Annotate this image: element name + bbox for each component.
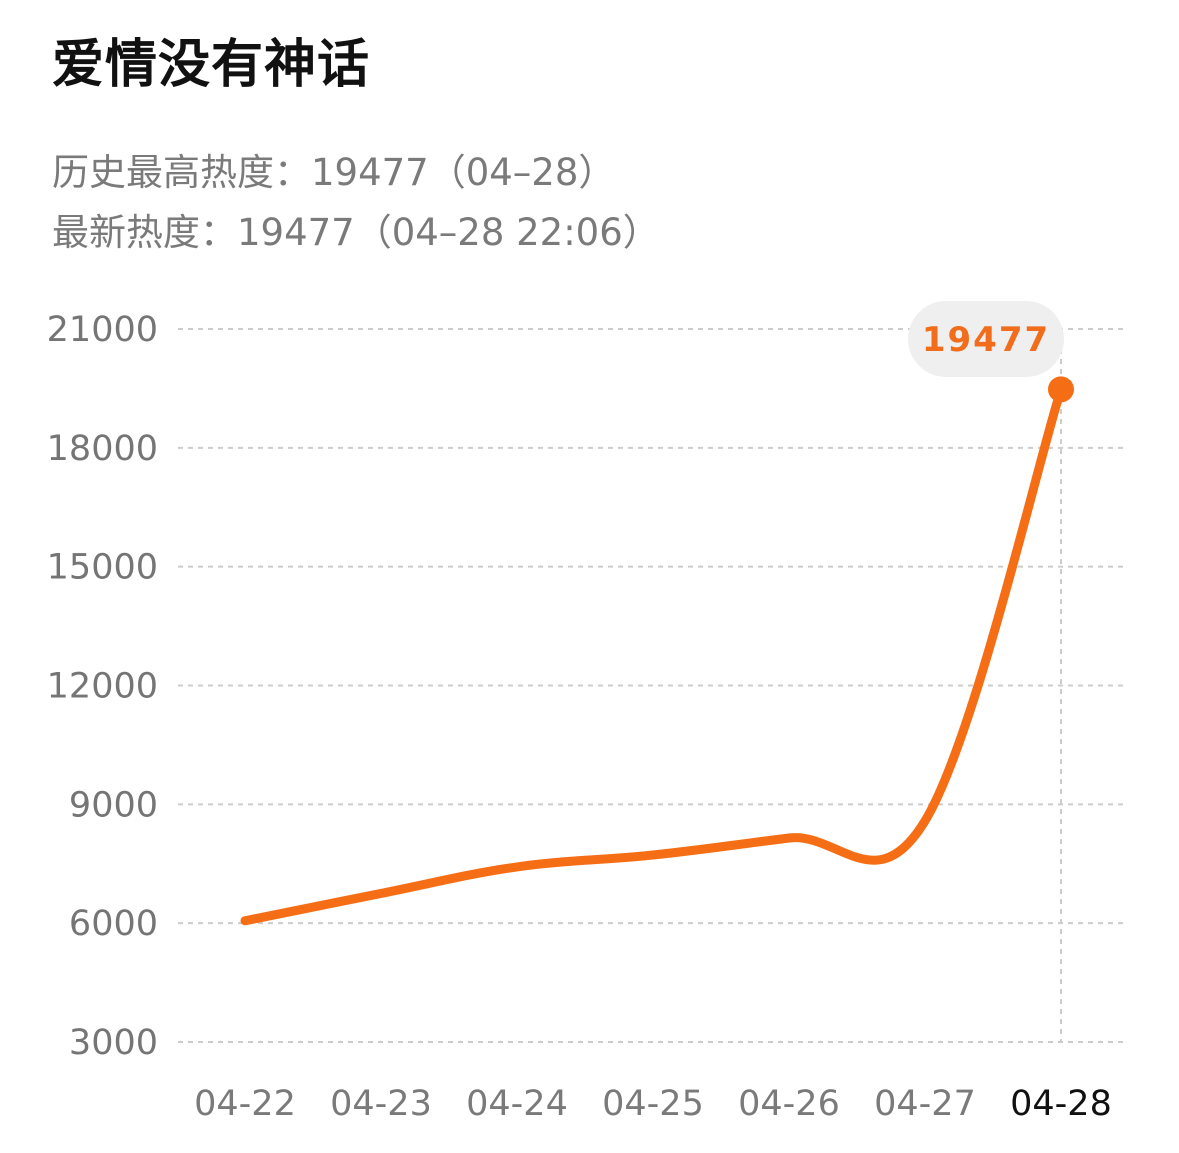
latest-heat-date: （04–28 22:06） [354, 211, 660, 254]
y-tick-label: 3000 [69, 1023, 158, 1063]
x-tick-label: 04-25 [602, 1084, 704, 1124]
x-tick-label: 04-24 [466, 1084, 568, 1124]
data-point [241, 917, 249, 925]
x-tick-label: 04-28 [1010, 1084, 1112, 1124]
page-title: 爱情没有神话 [52, 35, 371, 95]
value-bubble [908, 301, 1064, 377]
peak-heat-value: 19477 [311, 151, 429, 194]
value-bubble-label: 19477 [922, 320, 1050, 360]
y-tick-label: 21000 [47, 310, 158, 350]
x-tick-label: 04-27 [874, 1084, 976, 1124]
latest-heat-value: 19477 [237, 211, 355, 254]
data-point [649, 851, 657, 859]
peak-heat-date: （04–28） [428, 151, 616, 194]
peak-heat-label: 历史最高热度： [52, 151, 311, 194]
y-tick-label: 6000 [69, 904, 158, 944]
latest-heat-line: 最新热度：19477（04–28 22:06） [52, 202, 660, 256]
x-tick-label: 04-22 [194, 1084, 296, 1124]
latest-heat-label: 最新热度： [52, 211, 237, 254]
peak-heat-line: 历史最高热度：19477（04–28） [52, 142, 615, 196]
data-point [377, 889, 385, 897]
highlight-point [1048, 376, 1074, 403]
data-point [513, 863, 521, 871]
y-tick-label: 15000 [47, 548, 158, 588]
y-tick-label: 9000 [69, 785, 158, 825]
series-line [240, 384, 1066, 926]
data-point [921, 817, 929, 825]
x-tick-label: 04-23 [330, 1084, 432, 1124]
data-point [785, 834, 793, 842]
y-tick-label: 18000 [47, 429, 158, 469]
x-tick-label: 04-26 [738, 1084, 840, 1124]
y-tick-label: 12000 [47, 667, 158, 707]
